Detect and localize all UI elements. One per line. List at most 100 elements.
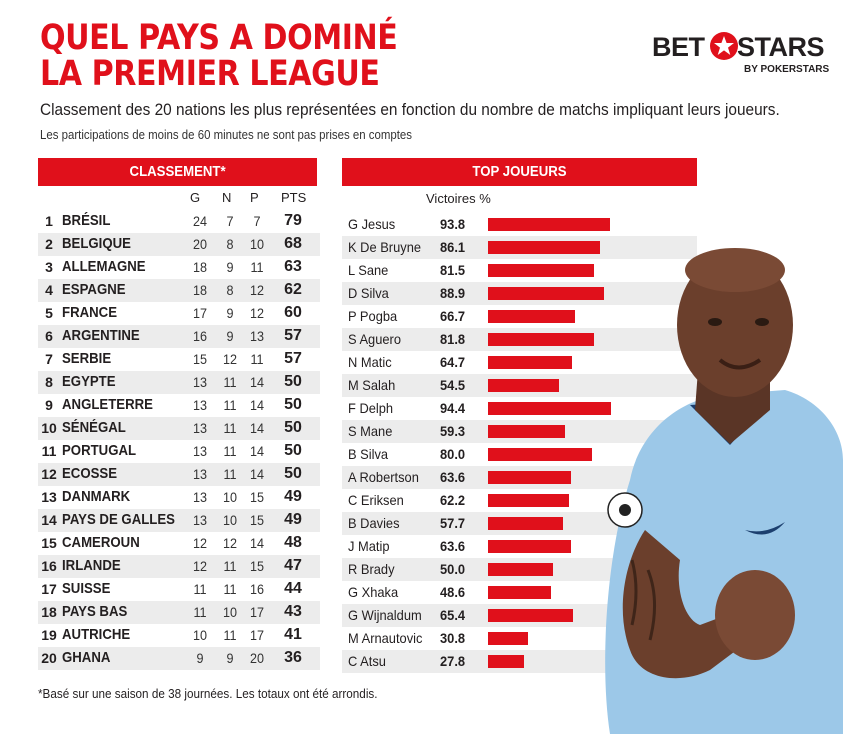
ranking-row: 10 SÉNÉGAL 13 11 14 50: [38, 417, 320, 440]
ranking-row: 12 ECOSSE 13 11 14 50: [38, 463, 320, 486]
points-value: 60: [284, 304, 302, 321]
col-head-n: N: [222, 190, 232, 205]
wins-value: 12: [192, 558, 208, 574]
draws-value: 11: [223, 558, 237, 574]
rank-number: 8: [45, 374, 53, 390]
player-name: M Salah: [348, 377, 396, 393]
star-icon: [710, 32, 738, 60]
player-name: F Delph: [348, 400, 394, 416]
draws-value: 7: [226, 213, 234, 229]
wins-value: 13: [192, 466, 208, 482]
ranking-row: 9 ANGLETERRE 13 11 14 50: [38, 394, 320, 417]
rank-number: 2: [45, 236, 53, 252]
wins-value: 13: [192, 397, 208, 413]
points-value: 50: [284, 465, 302, 482]
losses-value: 16: [249, 581, 265, 597]
player-name: D Silva: [348, 285, 389, 301]
player-name: A Robertson: [348, 469, 419, 485]
points-value: 50: [284, 396, 302, 413]
player-row: J Matip 63.6: [342, 535, 697, 558]
player-bar: [488, 655, 525, 668]
player-bar: [488, 310, 575, 323]
player-value-label: 88.9: [440, 285, 466, 301]
player-bar: [488, 448, 592, 461]
logo-word-right: STARS: [737, 32, 825, 62]
player-value-label: 65.4: [440, 607, 466, 623]
ranking-row: 15 CAMEROUN 12 12 14 48: [38, 532, 320, 555]
losses-value: 14: [249, 397, 265, 413]
country-name: PAYS DE GALLES: [62, 511, 175, 528]
wins-value: 11: [193, 581, 207, 597]
player-bar: [488, 540, 571, 553]
rank-number: 9: [45, 397, 53, 413]
col-head-g: G: [190, 190, 201, 205]
title-line-2: LA PREMIER LEAGUE: [40, 54, 380, 94]
player-name: M Arnautovic: [348, 630, 423, 646]
player-row: S Mane 59.3: [342, 420, 697, 443]
player-name: R Brady: [348, 561, 395, 577]
player-bar: [488, 379, 559, 392]
country-name: DANMARK: [62, 488, 131, 505]
losses-value: 14: [249, 420, 265, 436]
losses-value: 12: [249, 282, 265, 298]
player-name: S Aguero: [348, 331, 402, 347]
ranking-row: 8 EGYPTE 13 11 14 50: [38, 371, 320, 394]
player-name: G Wijnaldum: [348, 607, 422, 623]
points-value: 57: [284, 327, 302, 344]
player-name: P Pogba: [348, 308, 398, 324]
wins-value: 13: [192, 420, 208, 436]
player-bar: [488, 471, 571, 484]
rank-number: 4: [45, 282, 53, 298]
player-row: P Pogba 66.7: [342, 305, 697, 328]
country-name: SÉNÉGAL: [62, 419, 126, 436]
player-bar: [488, 494, 569, 507]
losses-value: 15: [249, 512, 265, 528]
draws-value: 9: [226, 259, 234, 275]
player-row: G Jesus 93.8: [342, 213, 697, 236]
player-row: G Xhaka 48.6: [342, 581, 697, 604]
player-bar: [488, 517, 563, 530]
country-name: FRANCE: [62, 304, 117, 321]
rank-number: 17: [41, 581, 57, 597]
rank-number: 10: [41, 420, 57, 436]
player-head: [677, 253, 793, 397]
player-bar: [488, 287, 604, 300]
player-fist: [715, 570, 795, 660]
wins-value: 15: [192, 351, 208, 367]
losses-value: 20: [249, 650, 265, 666]
player-value-label: 27.8: [440, 653, 466, 669]
losses-value: 14: [249, 443, 265, 459]
points-value: 36: [284, 649, 302, 666]
col-head-p: P: [250, 190, 259, 205]
player-name: J Matip: [348, 538, 390, 554]
wins-value: 13: [192, 443, 208, 459]
player-value-label: 94.4: [440, 400, 466, 416]
player-bar: [488, 402, 611, 415]
country-name: SERBIE: [62, 350, 112, 367]
points-value: 79: [284, 212, 302, 229]
subtitle: Classement des 20 nations les plus repré…: [40, 100, 780, 119]
player-row: C Eriksen 62.2: [342, 489, 697, 512]
player-name: K De Bruyne: [348, 239, 422, 255]
wins-value: 16: [192, 328, 208, 344]
ranking-row: 1 BRÉSIL 24 7 7 79: [38, 210, 320, 233]
ranking-row: 13 DANMARK 13 10 15 49: [38, 486, 320, 509]
draws-value: 11: [223, 443, 237, 459]
players-header: TOP JOUEURS: [342, 158, 697, 186]
footnote: *Basé sur une saison de 38 journées. Les…: [38, 686, 378, 701]
player-value-label: 81.5: [440, 262, 466, 278]
betstars-logo: BET STARS BY POKERSTARS: [652, 32, 829, 82]
wins-value: 13: [192, 374, 208, 390]
country-name: ARGENTINE: [62, 327, 140, 344]
country-name: ECOSSE: [62, 465, 118, 482]
draws-value: 11: [223, 466, 237, 482]
player-name: C Atsu: [348, 653, 386, 669]
player-value-label: 81.8: [440, 331, 466, 347]
wins-value: 24: [192, 213, 208, 229]
points-value: 50: [284, 442, 302, 459]
draws-value: 8: [226, 236, 234, 252]
player-value-label: 86.1: [440, 239, 466, 255]
draws-value: 9: [226, 305, 234, 321]
country-name: CAMEROUN: [62, 534, 140, 551]
points-value: 49: [284, 511, 302, 528]
